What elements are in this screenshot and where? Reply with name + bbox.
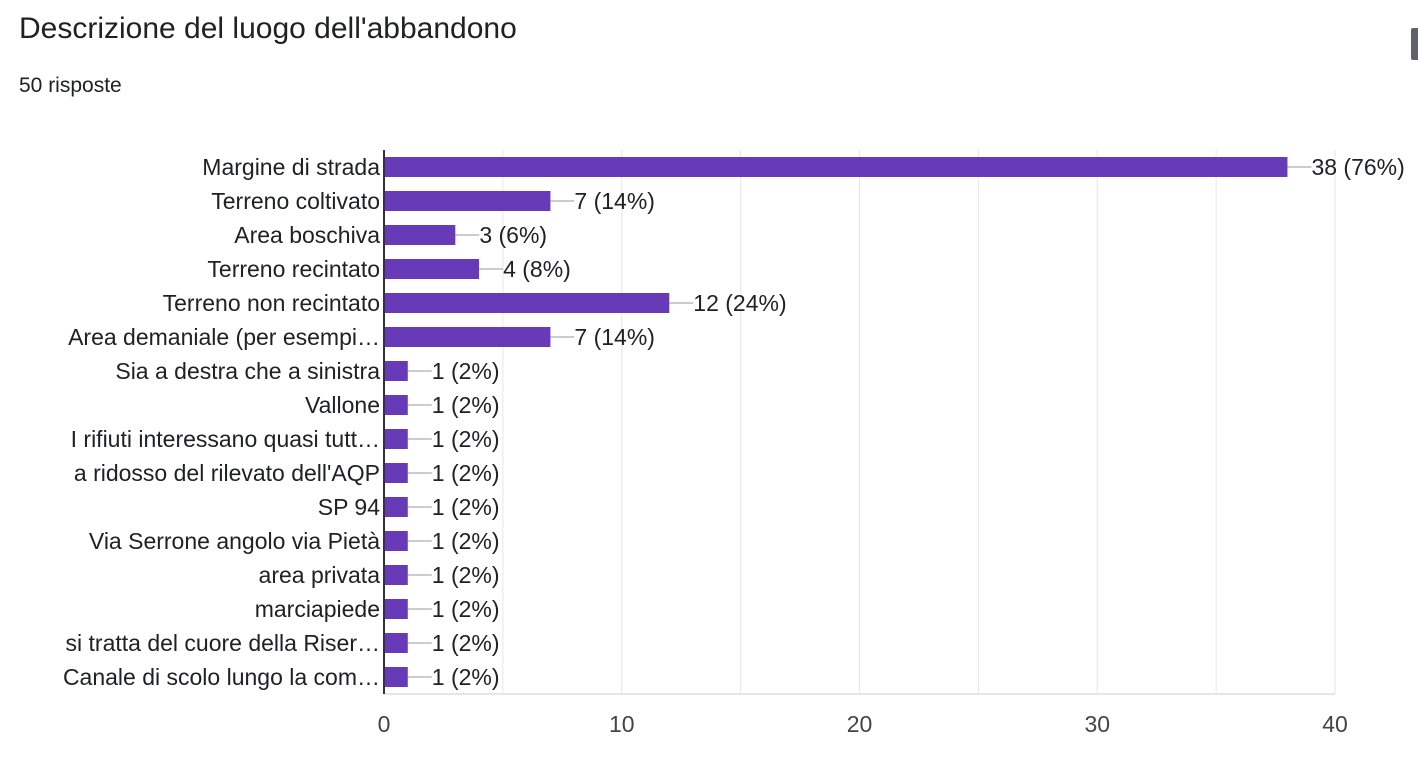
bar bbox=[385, 361, 408, 381]
category-label: Margine di strada bbox=[202, 154, 380, 180]
category-label: Vallone bbox=[305, 392, 380, 418]
bar bbox=[385, 191, 551, 211]
bar bbox=[385, 293, 670, 313]
category-label: a ridosso del rilevato dell'AQP bbox=[74, 460, 380, 486]
bar bbox=[385, 565, 408, 585]
data-label: 1 (2%) bbox=[432, 562, 500, 588]
category-label: Sia a destra che a sinistra bbox=[115, 358, 380, 384]
bar bbox=[385, 667, 408, 687]
bar bbox=[385, 327, 551, 347]
data-label: 1 (2%) bbox=[432, 358, 500, 384]
data-label: 1 (2%) bbox=[432, 494, 500, 520]
bar bbox=[385, 531, 408, 551]
category-label: I rifiuti interessano quasi tutt… bbox=[71, 426, 380, 452]
bar bbox=[385, 157, 1288, 177]
data-label: 1 (2%) bbox=[432, 596, 500, 622]
data-label: 1 (2%) bbox=[432, 664, 500, 690]
data-label: 1 (2%) bbox=[432, 528, 500, 554]
bar bbox=[385, 259, 480, 279]
bar bbox=[385, 599, 408, 619]
data-label: 1 (2%) bbox=[432, 426, 500, 452]
response-count: 50 risposte bbox=[19, 74, 122, 97]
data-label: 3 (6%) bbox=[479, 222, 547, 248]
data-label: 7 (14%) bbox=[574, 188, 655, 214]
x-tick-label: 40 bbox=[1322, 711, 1348, 737]
panel-edge-marker bbox=[1411, 28, 1418, 60]
data-label: 12 (24%) bbox=[693, 290, 786, 316]
category-label: Canale di scolo lungo la com… bbox=[63, 664, 380, 690]
data-label: 38 (76%) bbox=[1311, 154, 1404, 180]
data-label: 1 (2%) bbox=[432, 392, 500, 418]
bar bbox=[385, 429, 408, 449]
category-label: Terreno coltivato bbox=[211, 188, 380, 214]
x-tick-label: 20 bbox=[847, 711, 873, 737]
data-label: 1 (2%) bbox=[432, 630, 500, 656]
category-label: Via Serrone angolo via Pietà bbox=[89, 528, 380, 554]
bar bbox=[385, 463, 408, 483]
category-label: Area boschiva bbox=[234, 222, 380, 248]
bar bbox=[385, 225, 456, 245]
data-label: 1 (2%) bbox=[432, 460, 500, 486]
data-label: 4 (8%) bbox=[503, 256, 571, 282]
category-label: Terreno recintato bbox=[207, 256, 380, 282]
chart-title: Descrizione del luogo dell'abbandono bbox=[19, 12, 517, 45]
bar bbox=[385, 395, 408, 415]
category-label: marciapiede bbox=[255, 596, 380, 622]
category-label: area privata bbox=[259, 562, 381, 588]
category-label: SP 94 bbox=[318, 494, 380, 520]
x-tick-label: 30 bbox=[1084, 711, 1110, 737]
data-label: 7 (14%) bbox=[574, 324, 655, 350]
category-label: Area demaniale (per esempi… bbox=[68, 324, 380, 350]
x-tick-label: 10 bbox=[609, 711, 635, 737]
bar bbox=[385, 497, 408, 517]
category-label: si tratta del cuore della Riser… bbox=[66, 630, 380, 656]
x-tick-label: 0 bbox=[378, 711, 391, 737]
category-label: Terreno non recintato bbox=[163, 290, 380, 316]
bar bbox=[385, 633, 408, 653]
